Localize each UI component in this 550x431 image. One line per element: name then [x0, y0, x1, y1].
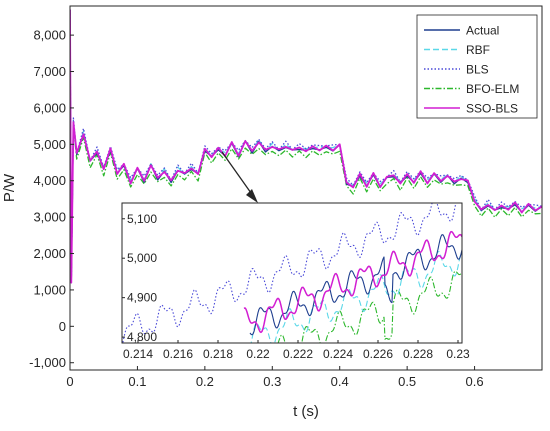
legend: Actual RBF BLS BFO-ELM SSO-BLS	[416, 14, 538, 119]
zoom-inset: 0.214 0.216 0.218 0.22 0.222 0.224 0.226 0.228 0…	[121, 202, 470, 361]
series-line-sso-bls	[70, 9, 542, 284]
legend-label-rbf: RBF	[466, 43, 490, 57]
inset-x-tick-label: 0.228	[403, 347, 433, 361]
x-tick-label: 0.6	[466, 374, 484, 389]
inset-x-tick-label: 0.216	[163, 347, 193, 361]
x-tick-label: 0.4	[331, 374, 349, 389]
main-axis-ticks: 0 0.1 0.2 0.3 0.4 0.5 0.6-1,00001,0002,0003,00…	[29, 28, 483, 389]
legend-label-bls: BLS	[466, 63, 489, 77]
inset-series-line-rbf	[250, 251, 462, 343]
inset-series-line-bls	[122, 203, 457, 343]
zoom-arrow-line	[221, 151, 252, 194]
inset-y-tick-label: 5,000	[127, 251, 157, 265]
x-tick-label: 0	[66, 374, 73, 389]
y-tick-label: 8,000	[33, 28, 66, 43]
inset-x-tick-label: 0.22	[246, 347, 270, 361]
inset-x-tick-label: 0.214	[123, 347, 153, 361]
inset-x-tick-label: 0.23	[446, 347, 470, 361]
x-tick-label: 0.2	[196, 374, 214, 389]
y-tick-label: 6,000	[33, 100, 66, 115]
x-tick-label: 0.3	[263, 374, 281, 389]
inset-frame	[121, 202, 463, 344]
inset-axis-ticks: 0.214 0.216 0.218 0.22 0.222 0.224 0.226 0.228 0…	[122, 212, 470, 361]
inset-y-tick-label: 5,100	[127, 212, 157, 226]
x-axis-label: t (s)	[293, 403, 319, 420]
legend-box	[416, 14, 538, 119]
inset-plot-series	[122, 203, 462, 343]
y-tick-label: 2,000	[33, 246, 66, 261]
main-plot-series	[70, 9, 542, 284]
y-axis-label: P/W	[1, 173, 18, 202]
y-tick-label: 0	[59, 319, 66, 334]
x-tick-label: 0.5	[398, 374, 416, 389]
series-line-bfo-elm	[70, 9, 542, 284]
inset-series-line-bfo-elm	[277, 270, 462, 343]
main-plot-frame	[69, 5, 543, 371]
inset-y-tick-label: 4,800	[127, 330, 157, 344]
legend-label-actual: Actual	[466, 24, 499, 38]
legend-label-sso-bls: SSO-BLS	[466, 102, 518, 116]
inset-x-tick-label: 0.224	[323, 347, 353, 361]
zoom-arrow-head	[246, 189, 258, 203]
y-tick-label: 7,000	[33, 64, 66, 79]
inset-y-tick-label: 4,900	[127, 291, 157, 305]
x-tick-label: 0.1	[128, 374, 146, 389]
y-tick-label: 3,000	[33, 210, 66, 225]
inset-x-tick-label: 0.226	[363, 347, 393, 361]
y-tick-label: 4,000	[33, 173, 66, 188]
inset-x-tick-label: 0.218	[203, 347, 233, 361]
legend-label-bfo-elm: BFO-ELM	[466, 82, 519, 96]
inset-x-tick-label: 0.222	[283, 347, 313, 361]
y-tick-label: 5,000	[33, 137, 66, 152]
inset-series-line-sso-bls	[243, 230, 462, 334]
y-tick-label: -1,000	[29, 355, 66, 370]
y-tick-label: 1,000	[33, 282, 66, 297]
inset-series-line-actual	[249, 234, 462, 336]
